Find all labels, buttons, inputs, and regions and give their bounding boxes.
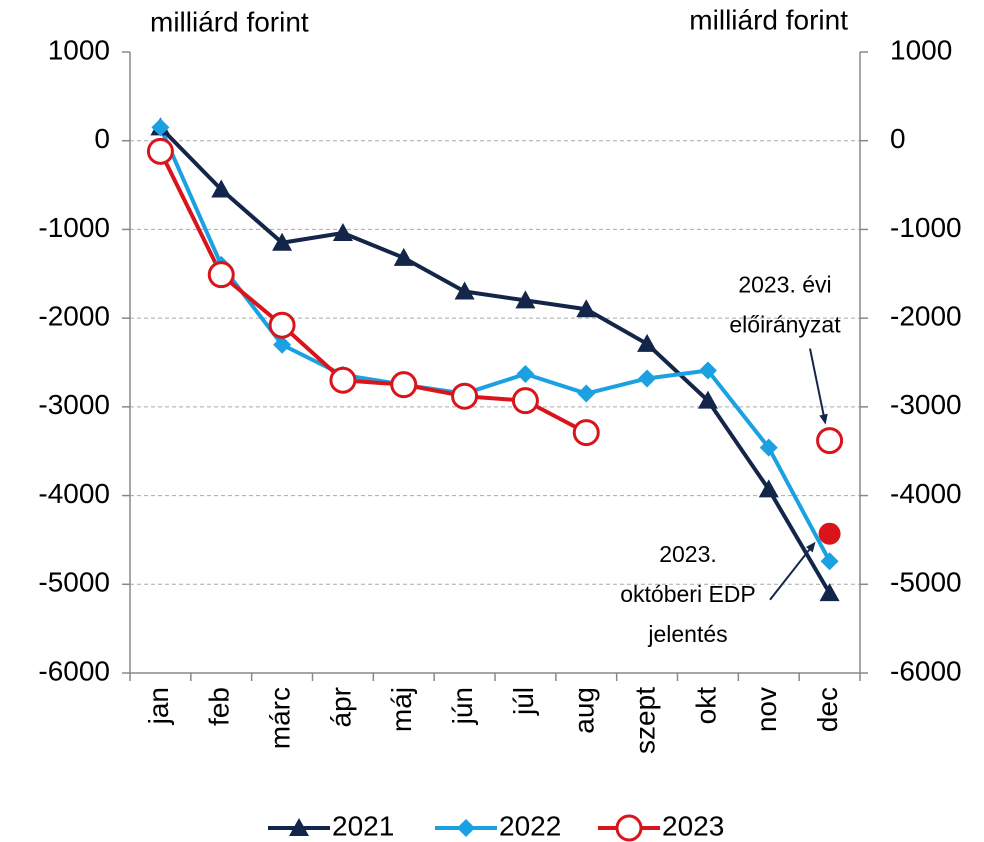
- series-marker: [390, 371, 418, 399]
- legend-marker: [615, 814, 643, 842]
- legend-marker: [289, 818, 309, 836]
- annotation-marker: [816, 427, 844, 455]
- series-marker: [697, 390, 718, 409]
- legend-label: 2022: [499, 810, 561, 841]
- series-marker: [211, 179, 232, 198]
- y2-tick-label: -2000: [890, 301, 962, 332]
- annotation-marker: [818, 522, 841, 545]
- series-marker: [329, 366, 357, 394]
- y-tick-label: 1000: [48, 34, 110, 65]
- x-tick-label: feb: [204, 687, 235, 726]
- series-marker: [637, 333, 658, 352]
- series-marker: [820, 552, 839, 571]
- annotation-text: 2023. évi: [738, 272, 831, 298]
- series-line: [158, 126, 832, 595]
- annotation-arrowhead: [819, 413, 828, 425]
- series-marker: [576, 299, 597, 318]
- y-tick-label: -3000: [38, 389, 110, 420]
- x-tick-label: szept: [629, 687, 660, 754]
- x-tick-label: márc: [264, 687, 295, 749]
- annotation-arrow: [769, 545, 813, 601]
- series-line: [158, 126, 832, 563]
- series-marker: [268, 311, 296, 339]
- x-tick-label: jún: [447, 687, 478, 725]
- series-marker: [332, 222, 353, 241]
- x-tick-label: aug: [569, 687, 600, 734]
- y2-tick-label: 0: [890, 123, 906, 154]
- legend-label: 2023: [662, 810, 724, 841]
- y2-tick-label: -1000: [890, 212, 962, 243]
- annotation-text: 2023.: [659, 541, 717, 567]
- y2-tick-label: 1000: [890, 34, 952, 65]
- x-tick-label: ápr: [325, 687, 356, 727]
- series-marker: [572, 419, 600, 447]
- series-marker: [207, 261, 235, 289]
- series-marker: [577, 384, 596, 403]
- x-tick-label: nov: [751, 687, 782, 732]
- series-marker: [759, 438, 778, 457]
- series-marker: [516, 365, 535, 384]
- series-marker: [273, 335, 292, 354]
- legend-label: 2021: [332, 810, 394, 841]
- annotation-arrow: [809, 348, 826, 419]
- annotation-text: jelentés: [647, 621, 727, 647]
- series-marker: [272, 232, 293, 251]
- x-tick-label: máj: [386, 687, 417, 732]
- series-marker: [451, 382, 479, 410]
- x-tick-label: dec: [812, 687, 843, 732]
- y2-tick-label: -3000: [890, 389, 962, 420]
- x-tick-label: okt: [690, 687, 721, 725]
- y2-axis-label: milliárd forint: [689, 4, 848, 35]
- y-tick-label: -4000: [38, 478, 110, 509]
- series-marker: [698, 361, 717, 380]
- series-marker: [638, 369, 657, 388]
- y2-tick-label: -4000: [890, 478, 962, 509]
- x-tick-label: jan: [143, 687, 174, 725]
- annotation-text: októberi EDP: [620, 581, 756, 607]
- y-tick-label: -2000: [38, 301, 110, 332]
- annotation-arrowhead: [805, 541, 816, 553]
- y-tick-label: -6000: [38, 655, 110, 686]
- series-marker: [151, 118, 170, 137]
- legend-marker: [457, 819, 475, 837]
- series-marker: [146, 137, 174, 165]
- y2-tick-label: -6000: [890, 655, 962, 686]
- y-tick-label: -5000: [38, 567, 110, 598]
- annotation-text: előirányzat: [729, 312, 841, 338]
- series-marker: [758, 479, 779, 498]
- series-marker: [511, 387, 539, 415]
- series-marker: [454, 281, 475, 300]
- y2-tick-label: -5000: [890, 567, 962, 598]
- x-tick-label: júl: [508, 687, 539, 716]
- series-marker: [819, 583, 840, 602]
- y-tick-label: 0: [94, 123, 110, 154]
- series-marker: [515, 290, 536, 309]
- series-marker: [393, 247, 414, 266]
- y-axis-label: milliárd forint: [150, 6, 309, 37]
- y-tick-label: -1000: [38, 212, 110, 243]
